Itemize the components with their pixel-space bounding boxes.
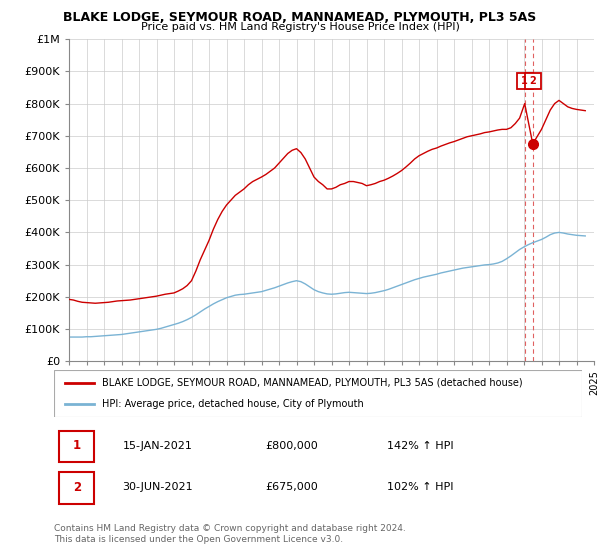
Text: BLAKE LODGE, SEYMOUR ROAD, MANNAMEAD, PLYMOUTH, PL3 5AS (detached house): BLAKE LODGE, SEYMOUR ROAD, MANNAMEAD, PL… <box>101 378 522 388</box>
Text: 2: 2 <box>73 481 81 494</box>
FancyBboxPatch shape <box>59 472 94 503</box>
Text: Price paid vs. HM Land Registry's House Price Index (HPI): Price paid vs. HM Land Registry's House … <box>140 22 460 32</box>
Text: HPI: Average price, detached house, City of Plymouth: HPI: Average price, detached house, City… <box>101 399 363 409</box>
Text: BLAKE LODGE, SEYMOUR ROAD, MANNAMEAD, PLYMOUTH, PL3 5AS: BLAKE LODGE, SEYMOUR ROAD, MANNAMEAD, PL… <box>64 11 536 24</box>
Text: 2: 2 <box>529 76 536 86</box>
Text: 102% ↑ HPI: 102% ↑ HPI <box>386 483 453 492</box>
Text: 142% ↑ HPI: 142% ↑ HPI <box>386 441 453 451</box>
Text: 15-JAN-2021: 15-JAN-2021 <box>122 441 193 451</box>
Text: 30-JUN-2021: 30-JUN-2021 <box>122 483 193 492</box>
Text: £800,000: £800,000 <box>265 441 318 451</box>
FancyBboxPatch shape <box>54 370 582 417</box>
Text: 1: 1 <box>521 76 528 86</box>
FancyBboxPatch shape <box>59 431 94 462</box>
Text: 1: 1 <box>73 439 81 452</box>
Text: £675,000: £675,000 <box>265 483 318 492</box>
Text: Contains HM Land Registry data © Crown copyright and database right 2024.
This d: Contains HM Land Registry data © Crown c… <box>54 524 406 544</box>
